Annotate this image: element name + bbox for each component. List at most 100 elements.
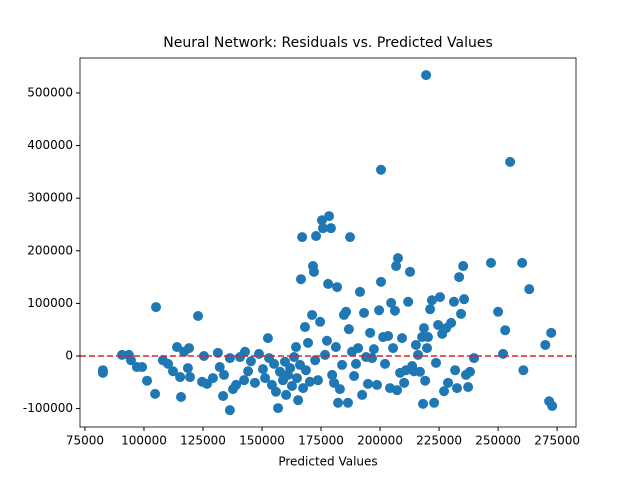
point — [231, 379, 242, 390]
x-tick-label: 75000 — [66, 434, 104, 448]
point — [315, 316, 326, 327]
x-tick-label: 100000 — [121, 434, 167, 448]
point — [540, 339, 551, 350]
point — [367, 353, 378, 364]
point — [435, 292, 446, 303]
point — [214, 362, 225, 373]
point — [327, 369, 338, 380]
point — [546, 327, 557, 338]
point — [325, 223, 336, 234]
point — [285, 363, 296, 374]
chart-title: Neural Network: Residuals vs. Predicted … — [163, 35, 493, 51]
point — [142, 375, 153, 386]
point — [380, 358, 391, 369]
point — [320, 349, 331, 360]
point — [330, 342, 341, 353]
point — [219, 369, 230, 380]
point — [375, 276, 386, 287]
point — [493, 306, 504, 317]
point — [454, 272, 465, 283]
point — [518, 365, 529, 376]
point — [458, 261, 469, 272]
point — [150, 388, 161, 399]
point — [307, 309, 318, 320]
x-axis-label: Predicted Values — [278, 455, 377, 469]
point — [137, 362, 148, 373]
point — [253, 348, 264, 359]
x-tick-label: 125000 — [180, 434, 226, 448]
point — [291, 373, 302, 384]
point — [273, 403, 284, 414]
point — [433, 319, 444, 330]
point — [168, 366, 179, 377]
point — [517, 257, 528, 268]
point — [486, 257, 497, 268]
point — [333, 397, 344, 408]
point — [260, 373, 271, 384]
point — [425, 304, 436, 315]
point — [243, 366, 254, 377]
point — [363, 378, 374, 389]
point — [239, 375, 250, 386]
point — [176, 392, 187, 403]
point — [368, 344, 379, 355]
point — [392, 253, 403, 264]
point — [405, 266, 416, 277]
point — [413, 349, 424, 360]
point — [257, 364, 268, 375]
point — [547, 400, 558, 411]
point — [172, 342, 183, 353]
point — [439, 386, 450, 397]
x-tick-label: 250000 — [475, 434, 521, 448]
x-tick-label: 275000 — [534, 434, 580, 448]
point — [397, 333, 408, 344]
point — [317, 223, 328, 234]
point — [289, 352, 300, 363]
point — [357, 389, 368, 400]
point — [452, 383, 463, 394]
point — [297, 232, 308, 243]
point — [218, 390, 229, 401]
y-tick-label: 300000 — [27, 191, 73, 205]
point — [312, 375, 323, 386]
x-tick-label: 150000 — [239, 434, 285, 448]
point — [334, 384, 345, 395]
point — [374, 305, 385, 316]
plot-frame — [79, 57, 577, 428]
point — [422, 332, 433, 343]
point — [365, 327, 376, 338]
point — [383, 330, 394, 341]
point — [465, 366, 476, 377]
point — [443, 377, 454, 388]
point — [193, 311, 204, 322]
point — [175, 372, 186, 383]
point — [182, 363, 193, 374]
y-tick-label: 0 — [65, 348, 73, 362]
point — [524, 284, 535, 295]
point — [295, 274, 306, 285]
point — [469, 353, 480, 364]
point — [450, 365, 461, 376]
point — [262, 333, 273, 344]
x-tick-label: 225000 — [416, 434, 462, 448]
point — [388, 343, 399, 354]
y-tick-label: -100000 — [23, 401, 73, 415]
y-tick-label: 100000 — [27, 296, 73, 310]
point — [342, 397, 353, 408]
point — [418, 323, 429, 334]
point — [311, 231, 322, 242]
point — [198, 350, 209, 361]
point — [337, 359, 348, 370]
y-tick-label: 500000 — [27, 85, 73, 99]
point — [125, 355, 136, 366]
point — [354, 286, 365, 297]
point — [431, 357, 442, 368]
y-tick-label: 400000 — [27, 138, 73, 152]
point — [391, 261, 402, 272]
point — [463, 382, 474, 393]
point — [420, 375, 431, 386]
point — [303, 337, 314, 348]
point — [353, 343, 364, 354]
